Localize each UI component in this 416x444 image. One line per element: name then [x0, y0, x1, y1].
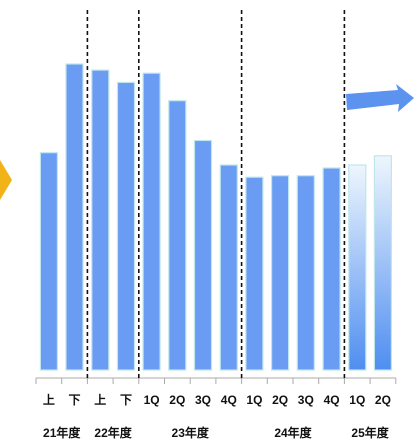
x-tick-label: 2Q [272, 393, 288, 407]
bar [91, 69, 110, 371]
x-tick-label: 1Q [246, 393, 262, 407]
bar [142, 72, 161, 371]
trend-arrow [346, 84, 414, 112]
x-tick-label: 4Q [221, 393, 237, 407]
x-tick-label: 1Q [144, 393, 160, 407]
bar [116, 81, 136, 371]
x-axis [35, 377, 397, 384]
x-tick-label: 下 [120, 393, 132, 407]
fiscal-year-label: 25年度 [351, 425, 389, 440]
left-triangle-marker [0, 160, 12, 200]
fiscal-year-label: 21年度 [43, 425, 81, 440]
x-tick-label: 4Q [324, 393, 340, 407]
fiscal-year-label: 23年度 [172, 425, 210, 440]
forecast-bar [348, 164, 367, 371]
x-tick-label: 3Q [195, 393, 211, 407]
bars-layer [39, 63, 392, 371]
fiscal-year-label: 24年度 [274, 425, 312, 440]
bar [296, 175, 315, 371]
period-dividers [86, 10, 346, 380]
bar [39, 152, 59, 371]
bar [219, 164, 238, 371]
x-tick-label: 下 [68, 393, 80, 407]
x-tick-labels: 上下上下 1Q 2Q 3Q 4Q 1Q 2Q 3Q 4Q 1Q 2Q [43, 392, 391, 407]
x-tick-label: 3Q [298, 393, 314, 407]
x-tick-label: 上 [43, 392, 55, 407]
bar [65, 63, 84, 371]
bar [193, 139, 213, 371]
right-arrow-icon [346, 84, 414, 112]
bar [168, 100, 187, 371]
fiscal-year-label: 22年度 [94, 425, 132, 440]
bar [271, 175, 290, 371]
fiscal-year-labels: 21年度 22年度 23年度 24年度 25年度 [43, 425, 390, 440]
bar [322, 167, 341, 371]
forecast-bar [373, 155, 392, 371]
bar [245, 176, 264, 371]
x-tick-label: 2Q [375, 393, 391, 407]
x-tick-label: 上 [94, 392, 106, 407]
x-tick-label: 2Q [169, 393, 185, 407]
x-tick-label: 1Q [349, 393, 365, 407]
